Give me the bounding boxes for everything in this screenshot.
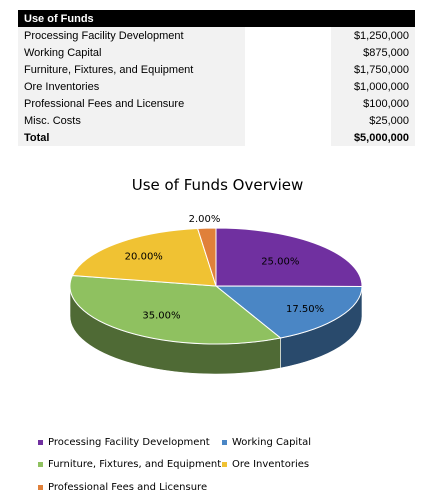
row-label: Ore Inventories xyxy=(18,78,246,95)
table-row: Misc. Costs $25,000 xyxy=(18,112,415,129)
pie-slice xyxy=(196,227,217,287)
legend-swatch xyxy=(38,485,43,490)
slice-data-label: 35.00% xyxy=(142,311,180,322)
legend-item: Working Capital xyxy=(222,437,311,448)
table-row: Professional Fees and Licensure $100,000 xyxy=(18,95,415,112)
table-total-row: Total $5,000,000 xyxy=(18,129,415,146)
legend-item: Professional Fees and Licensure xyxy=(38,482,207,493)
legend-item: Processing Facility Development xyxy=(38,437,210,448)
row-amount: $1,750,000 xyxy=(331,61,415,78)
slice-data-label: 17.50% xyxy=(286,304,324,315)
pie-slice xyxy=(71,227,217,287)
row-amount: $875,000 xyxy=(331,44,415,61)
legend-swatch xyxy=(38,440,43,445)
slice-data-label: 25.00% xyxy=(261,257,299,268)
legend-label: Ore Inventories xyxy=(232,459,310,470)
slice-data-label: 20.00% xyxy=(125,252,163,263)
legend-label: Processing Facility Development xyxy=(48,437,210,448)
total-amount: $5,000,000 xyxy=(331,129,415,146)
row-label: Misc. Costs xyxy=(18,112,246,129)
table-row: Working Capital $875,000 xyxy=(18,44,415,61)
pie-chart: 25.00% 17.50% 35.00% 20.00% 2.00% xyxy=(69,214,363,375)
chart-title: Use of Funds Overview xyxy=(131,176,304,194)
slice-data-label: 2.00% xyxy=(189,214,221,225)
legend-swatch xyxy=(38,462,43,467)
row-label: Furniture, Fixtures, and Equipment xyxy=(18,61,246,78)
legend-swatch xyxy=(222,462,227,467)
row-label: Professional Fees and Licensure xyxy=(18,95,246,112)
table-header-row: Use of Funds xyxy=(18,10,415,27)
row-amount: $25,000 xyxy=(331,112,415,129)
legend-label: Working Capital xyxy=(232,437,312,448)
total-label: Total xyxy=(18,129,246,146)
use-of-funds-table: Use of Funds Processing Facility Develop… xyxy=(18,10,415,146)
legend-item: Ore Inventories xyxy=(222,459,309,470)
table-row: Ore Inventories $1,000,000 xyxy=(18,78,415,95)
legend-swatch xyxy=(222,440,227,445)
pie-slice xyxy=(214,285,363,339)
pie-slice xyxy=(69,275,282,345)
row-label: Processing Facility Development xyxy=(18,27,246,44)
row-amount: $1,000,000 xyxy=(331,78,415,95)
legend-label: Professional Fees and Licensure xyxy=(48,482,208,493)
legend-label: Furniture, Fixtures, and Equipment xyxy=(48,459,222,470)
table-header: Use of Funds xyxy=(24,12,94,25)
legend-item: Furniture, Fixtures, and Equipment xyxy=(38,459,221,470)
row-amount: $100,000 xyxy=(331,95,415,112)
table-row: Processing Facility Development $1,250,0… xyxy=(18,27,415,44)
table-row: Furniture, Fixtures, and Equipment $1,75… xyxy=(18,61,415,78)
row-label: Working Capital xyxy=(18,44,246,61)
pie-slice xyxy=(215,227,363,287)
row-amount: $1,250,000 xyxy=(331,27,415,44)
